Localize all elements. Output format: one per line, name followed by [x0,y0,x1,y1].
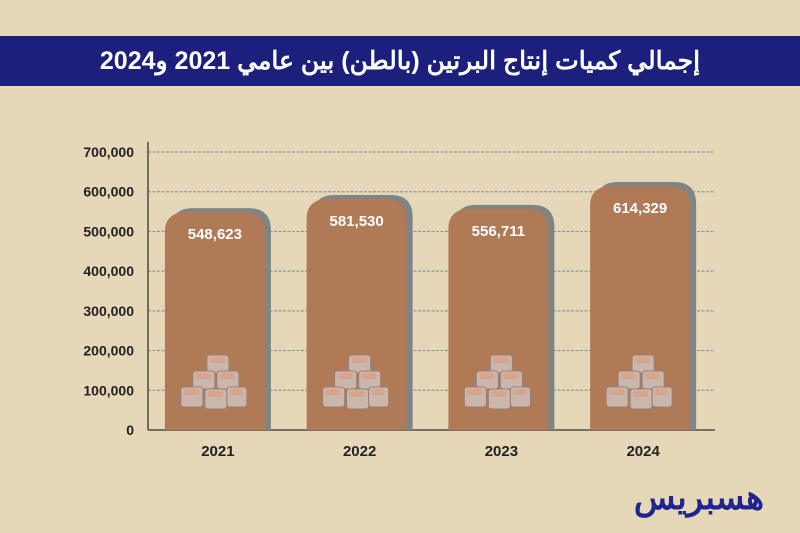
gypsum-stone-icon [371,389,385,395]
y-tick-label: 500,000 [83,223,134,239]
y-tick-label: 200,000 [83,343,134,359]
gypsum-stone-icon [229,389,243,395]
y-tick-label: 100,000 [83,382,134,398]
x-tick-label: 2021 [201,443,234,460]
bar [448,208,549,430]
gypsum-stone-icon [183,389,199,395]
gypsum-stone-icon [325,389,341,395]
gypsum-stone-icon [503,373,519,379]
bar [590,186,691,430]
gypsum-stone-icon [635,357,651,363]
y-tick-label: 400,000 [83,263,134,279]
chart-title: إجمالي كميات إنتاج البرتين (بالطن) بين ع… [99,47,701,75]
bar [164,212,265,430]
gypsum-stone-icon [207,391,223,397]
gypsum-stone-icon [219,373,235,379]
hespress-logo: هسبريس [633,479,765,517]
gypsum-stone-icon [493,357,509,363]
y-tick-label: 0 [126,422,134,438]
gypsum-stone-icon [337,373,353,379]
gypsum-stone-icon [351,357,367,363]
y-tick-label: 700,000 [83,144,134,160]
gypsum-stone-icon [195,373,211,379]
x-tick-label: 2024 [626,443,660,460]
bar [306,199,407,430]
gypsum-stone-icon [645,373,661,379]
gypsum-stone-icon [467,389,483,395]
gypsum-stone-icon [349,391,365,397]
y-tick-label: 300,000 [83,303,134,319]
gypsum-stone-icon [655,389,669,395]
x-tick-label: 2022 [343,443,376,460]
gypsum-stone-icon [361,373,377,379]
gypsum-stone-icon [209,357,225,363]
gypsum-stone-icon [491,391,507,397]
bar-value-label: 548,623 [188,226,242,243]
gypsum-stone-icon [621,373,637,379]
title-bar: إجمالي كميات إنتاج البرتين (بالطن) بين ع… [0,36,800,86]
gypsum-stone-icon [513,389,527,395]
gypsum-stone-icon [633,391,649,397]
gypsum-stone-icon [609,389,625,395]
bar-value-label: 581,530 [330,213,384,230]
x-tick-label: 2023 [485,443,518,460]
y-tick-label: 600,000 [83,184,134,200]
bar-value-label: 614,329 [613,200,667,217]
gypsum-stone-icon [479,373,495,379]
bar-value-label: 556,711 [472,223,525,240]
